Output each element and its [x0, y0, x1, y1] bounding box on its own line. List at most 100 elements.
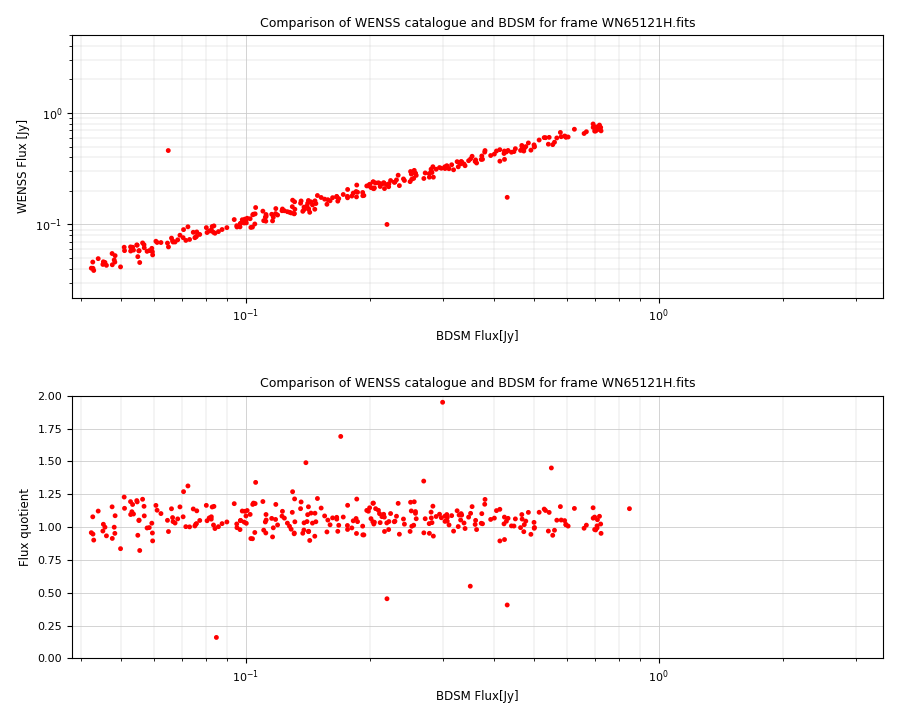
Point: [366, 176, 381, 188]
Point: [140, 522, 154, 534]
Point: [320, 194, 335, 205]
Point: [561, 521, 575, 532]
Point: [188, 232, 202, 243]
Point: [524, 145, 538, 156]
Point: [478, 494, 492, 505]
Point: [288, 516, 302, 528]
Point: [113, 261, 128, 273]
Point: [186, 227, 201, 238]
Point: [517, 526, 531, 537]
Point: [567, 123, 581, 135]
Point: [365, 176, 380, 188]
Point: [356, 521, 370, 532]
Point: [130, 495, 144, 506]
Point: [285, 486, 300, 498]
Point: [559, 131, 573, 143]
Point: [515, 140, 529, 151]
Point: [168, 517, 183, 528]
Point: [329, 191, 344, 202]
Point: [105, 248, 120, 259]
Point: [366, 518, 381, 530]
Point: [513, 145, 527, 156]
Point: [123, 496, 138, 508]
Point: [373, 181, 387, 192]
Point: [193, 515, 207, 526]
Point: [142, 245, 157, 256]
Point: [318, 194, 332, 205]
Point: [391, 498, 405, 509]
Point: [445, 510, 459, 521]
Point: [458, 523, 473, 534]
Point: [132, 545, 147, 557]
Point: [305, 518, 320, 529]
Point: [178, 521, 193, 532]
Point: [84, 262, 98, 274]
Point: [454, 156, 469, 168]
Point: [275, 203, 290, 215]
Point: [434, 512, 448, 523]
Point: [407, 496, 421, 508]
Point: [336, 189, 350, 200]
Point: [586, 502, 600, 513]
Point: [590, 514, 605, 526]
Point: [140, 246, 154, 257]
Point: [142, 522, 157, 534]
Point: [161, 241, 176, 253]
Point: [409, 170, 423, 181]
Point: [390, 510, 404, 522]
Point: [230, 220, 244, 231]
Point: [288, 204, 302, 215]
Point: [299, 457, 313, 469]
Point: [392, 180, 407, 192]
Point: [256, 205, 270, 217]
Point: [284, 523, 298, 535]
Point: [331, 193, 346, 204]
Point: [314, 192, 328, 203]
Point: [329, 512, 344, 523]
Point: [86, 511, 100, 523]
Y-axis label: WENSS Flux [Jy]: WENSS Flux [Jy]: [17, 120, 30, 213]
Point: [474, 150, 489, 162]
Point: [117, 503, 131, 514]
Point: [183, 234, 197, 246]
Point: [464, 153, 478, 165]
Point: [99, 530, 113, 541]
Point: [346, 515, 360, 526]
Point: [507, 146, 521, 158]
Point: [439, 160, 454, 171]
Point: [302, 526, 316, 537]
Point: [559, 519, 573, 531]
Point: [371, 177, 385, 189]
Point: [240, 212, 255, 224]
Point: [527, 141, 542, 153]
Point: [246, 209, 260, 220]
Point: [437, 516, 452, 527]
Point: [545, 529, 560, 541]
Point: [237, 516, 251, 528]
Point: [123, 246, 138, 257]
Point: [474, 508, 489, 519]
Point: [474, 518, 489, 529]
Point: [590, 121, 605, 132]
Point: [105, 259, 120, 271]
Point: [547, 137, 562, 148]
Point: [349, 528, 364, 539]
Point: [108, 250, 122, 261]
Point: [382, 523, 396, 535]
Point: [356, 190, 370, 202]
Point: [513, 522, 527, 534]
Point: [588, 511, 602, 523]
Point: [518, 141, 533, 153]
Point: [422, 171, 436, 183]
Point: [176, 232, 190, 243]
Title: Comparison of WENSS catalogue and BDSM for frame WN65121H.fits: Comparison of WENSS catalogue and BDSM f…: [260, 17, 696, 30]
Point: [302, 535, 317, 546]
Point: [405, 521, 419, 532]
Point: [397, 518, 411, 530]
Point: [340, 192, 355, 204]
Point: [212, 521, 226, 532]
Point: [589, 125, 603, 137]
Point: [403, 166, 418, 177]
Point: [367, 516, 382, 528]
Point: [259, 509, 274, 521]
